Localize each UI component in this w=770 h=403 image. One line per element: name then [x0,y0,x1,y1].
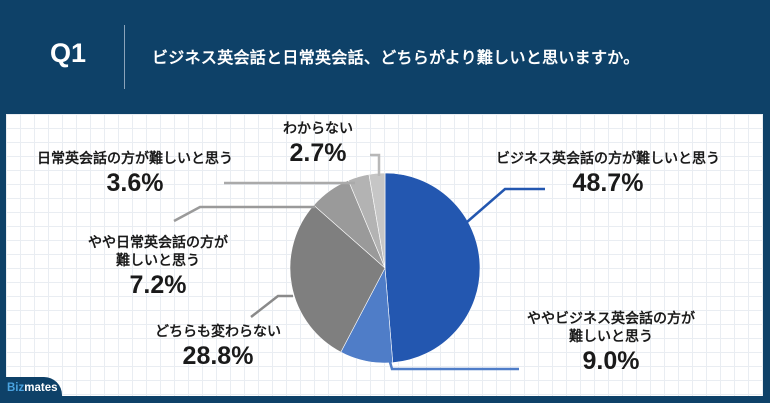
pie-chart [173,153,545,371]
label-value: 7.2% [129,271,187,299]
label-text-line2: 難しいと思う [569,329,653,345]
pie-slice [368,172,386,269]
label-text: どちらも変わらない [155,324,281,340]
header-divider [124,25,125,89]
label-somewhat-daily-harder: やや日常英会話の方が 難しいと思う 7.2% [58,234,258,300]
label-same: どちらも変わらない 28.8% [118,323,318,371]
leader-line [466,187,545,223]
question-title: ビジネス英会話と日常英会話、どちらがより難しいと思いますか。 [152,48,640,67]
label-somewhat-business-harder: ややビジネス英会話の方が 難しいと思う 9.0% [486,310,736,376]
question-number: Q1 [50,38,87,68]
chart-card: ビジネス英会話の方が難しいと思う 48.7% ややビジネス英会話の方が 難しいと… [6,114,763,396]
bizmates-logo: Bizmates [7,382,58,394]
label-text: ビジネス英会話の方が難しいと思う [496,151,720,167]
label-dont-know: わからない 2.7% [268,120,368,168]
pie-slice [384,172,481,364]
pie-slice [289,204,386,353]
label-value: 2.7% [289,139,347,167]
label-value: 48.7% [572,169,644,197]
logo-tab [0,377,62,403]
label-text: わからない [283,121,353,137]
label-value: 28.8% [182,342,254,370]
label-business-harder: ビジネス英会話の方が難しいと思う 48.7% [458,150,758,198]
header-banner: Q1 ビジネス英会話と日常英会話、どちらがより難しいと思いますか。 [0,0,770,112]
label-text-line1: やや日常英会話の方が [88,235,228,251]
leader-line [173,205,315,223]
leader-line [250,294,293,318]
label-text-line2: 難しいと思う [116,253,200,269]
logo-mates: mates [24,382,58,394]
leader-line [388,361,519,371]
leader-line [370,153,381,176]
label-text-line1: ややビジネス英会話の方が [527,311,695,327]
label-daily-harder: 日常英会話の方が難しいと思う 3.6% [20,150,250,198]
label-value: 3.6% [106,169,164,197]
label-text: 日常英会話の方が難しいと思う [37,151,233,167]
label-value: 9.0% [582,347,640,375]
logo-biz: Biz [7,382,25,394]
